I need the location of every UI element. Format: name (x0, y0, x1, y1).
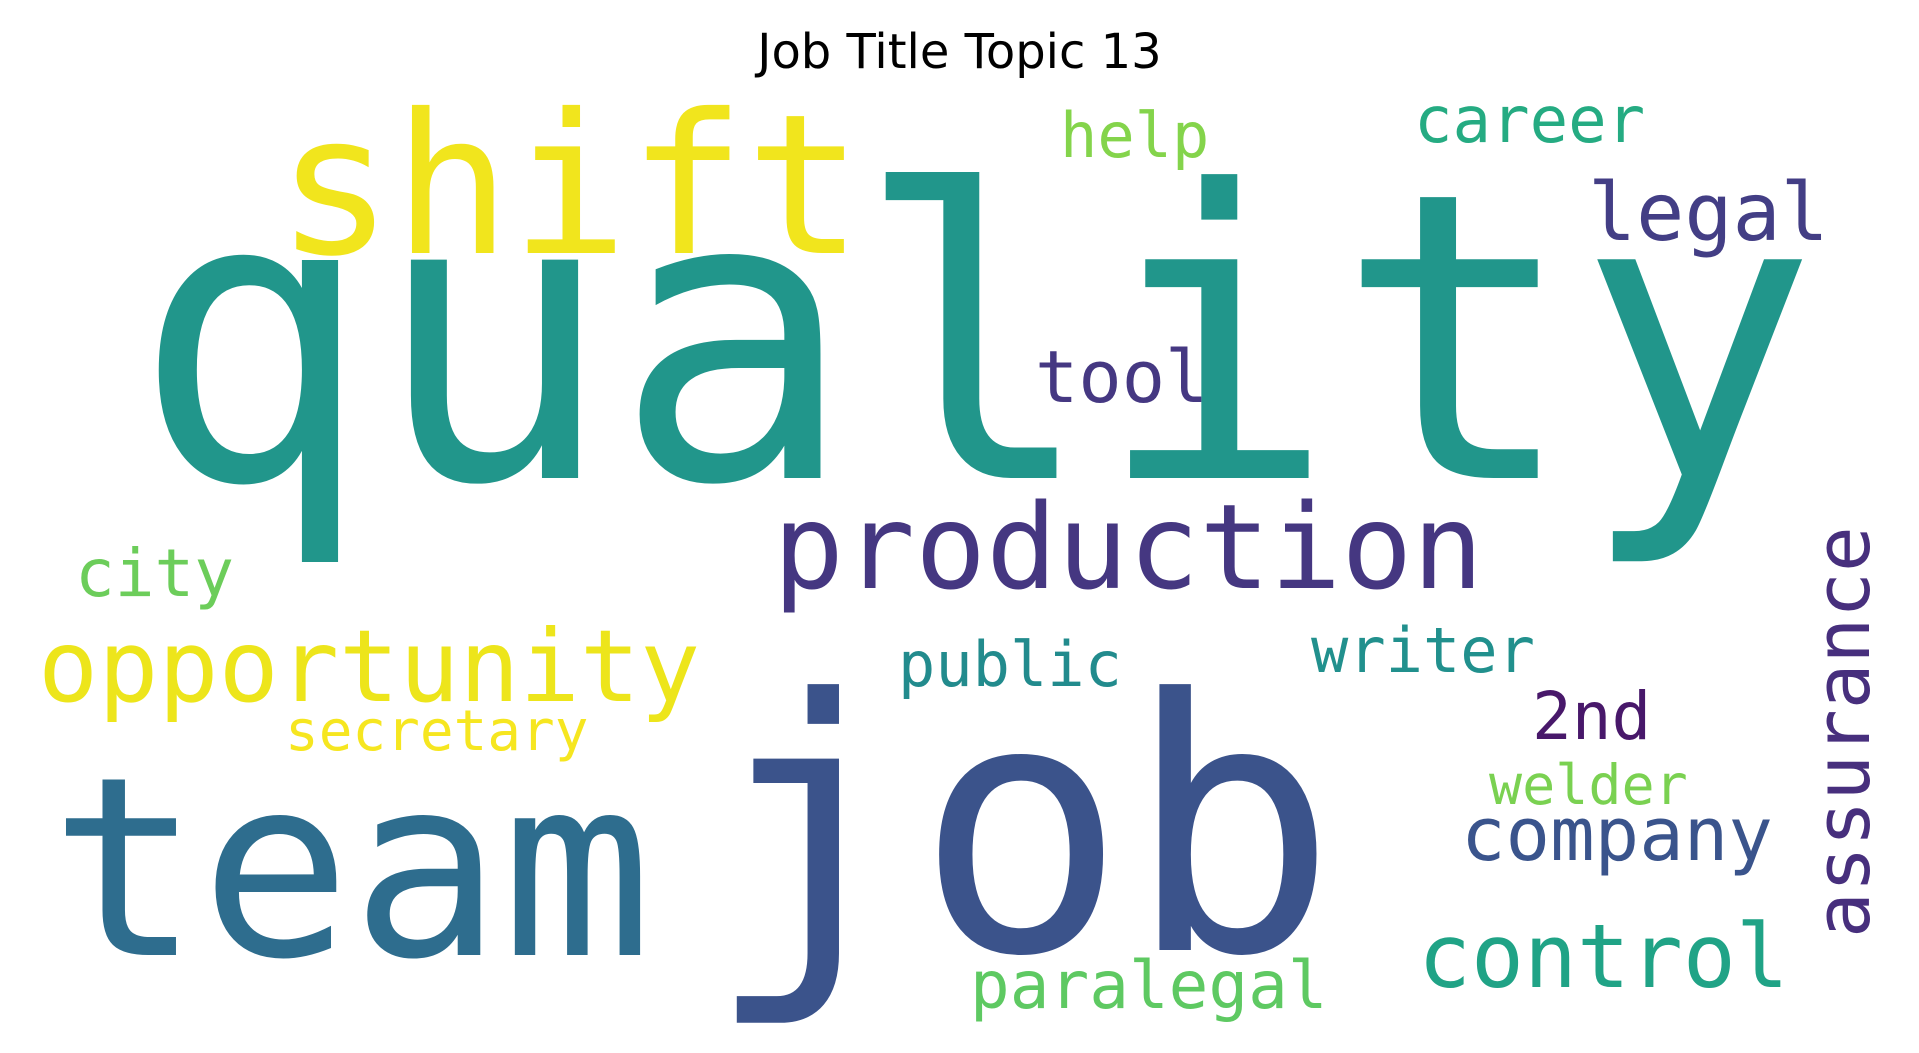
word-quality: quality (132, 108, 1818, 573)
word-legal: legal (1588, 166, 1829, 259)
word-secretary: secretary (285, 699, 588, 764)
word-career: career (1414, 84, 1645, 158)
word-assurance: assurance (1798, 526, 1887, 938)
word-opportunity: opportunity (38, 608, 700, 725)
word-team: team (50, 723, 652, 1014)
word-job: job (705, 625, 1337, 1033)
word-paralegal: paralegal (970, 947, 1328, 1024)
word-2nd: 2nd (1532, 678, 1651, 755)
word-city: city (75, 535, 234, 612)
word-help: help (1060, 99, 1209, 172)
word-control: control (1418, 905, 1789, 1008)
word-welder: welder (1489, 753, 1688, 817)
word-production: production (773, 478, 1483, 616)
chart-title: Job Title Topic 13 (757, 24, 1162, 80)
word-tool: tool (1035, 335, 1208, 419)
word-writer: writer (1311, 614, 1535, 687)
word-shift: shift (276, 72, 863, 299)
word-public: public (898, 628, 1122, 701)
word-company: company (1461, 792, 1773, 878)
